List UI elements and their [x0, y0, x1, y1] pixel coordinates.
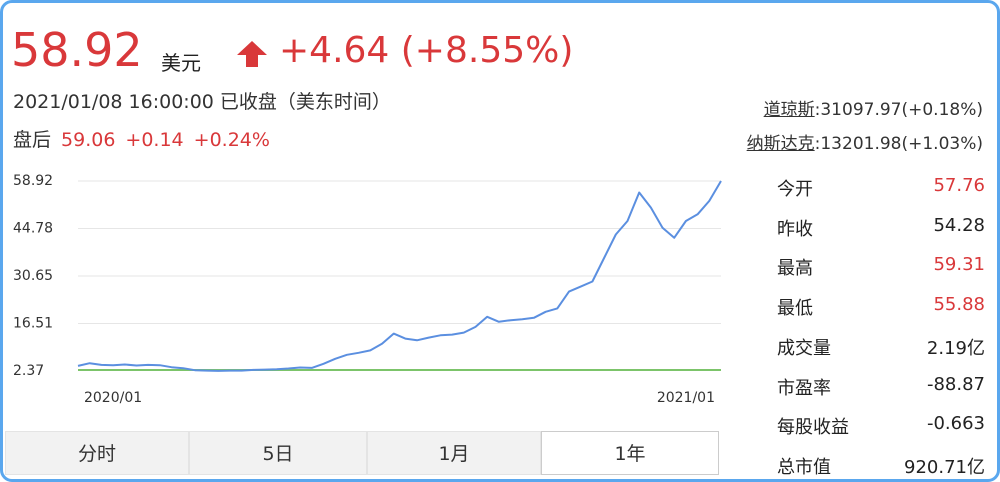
y-tick-label: 2.37 — [13, 363, 44, 379]
stat-value: 54.28 — [933, 214, 985, 236]
price-change: +4.64 (+8.55%) — [279, 30, 574, 71]
range-tab[interactable]: 1月 — [367, 431, 541, 475]
stats-row: 最低 55.88 — [769, 286, 985, 326]
index-value: :31097.97(+0.18%) — [814, 100, 983, 120]
after-hours-percent: +0.24% — [193, 129, 270, 151]
stats-row: 每股收益 -0.663 — [769, 405, 985, 445]
x-tick-label: 2020/01 — [84, 390, 142, 406]
index-quote: 道琼斯:31097.97(+0.18%) — [764, 95, 983, 120]
y-tick-label: 16.51 — [13, 315, 53, 331]
range-tabs: 分时 5日 1月 1年 — [5, 431, 719, 477]
stats-row: 最高 59.31 — [769, 246, 985, 286]
price-chart: 2.37 16.51 30.65 44.78 58.92 2020/01 2021/01 — [13, 173, 722, 406]
timestamp: 2021/01/08 16:00:00 已收盘（美东时间） — [13, 91, 391, 113]
price: 58.92 — [11, 23, 143, 77]
stats-row: 市盈率 -88.87 — [769, 366, 985, 406]
stat-value: -0.663 — [926, 413, 985, 435]
price-line — [77, 180, 722, 372]
y-tick-label: 58.92 — [13, 173, 53, 189]
stat-label: 总市值 — [777, 456, 831, 478]
stats-row: 总市值 920.71亿 — [769, 445, 985, 479]
stats-row: 今开 57.76 — [769, 167, 985, 207]
stat-value: 59.31 — [933, 254, 985, 276]
y-tick-label: 44.78 — [13, 221, 53, 237]
stat-label: 昨收 — [777, 218, 813, 240]
after-hours-price: 59.06 — [61, 129, 116, 151]
index-value: :13201.98(+1.03%) — [814, 134, 983, 154]
after-hours: 盘后 59.06 +0.14 +0.24% — [13, 125, 280, 152]
after-hours-change: +0.14 — [125, 129, 184, 151]
stat-label: 今开 — [777, 179, 813, 200]
currency: 美元 — [161, 51, 201, 75]
stat-value: 2.19亿 — [926, 337, 985, 359]
stat-label: 最低 — [777, 298, 813, 320]
stat-label: 成交量 — [777, 337, 831, 359]
index-name[interactable]: 道琼斯 — [763, 100, 815, 120]
up-arrow — [237, 41, 267, 67]
range-tab[interactable]: 分时 — [5, 431, 189, 475]
after-hours-label: 盘后 — [13, 129, 52, 151]
stat-label: 最高 — [777, 258, 813, 280]
stat-value: -88.87 — [926, 373, 985, 395]
stat-label: 市盈率 — [777, 377, 831, 399]
y-tick-label: 30.65 — [13, 268, 53, 284]
index-quote: 纳斯达克:13201.98(+1.03%) — [747, 129, 983, 154]
range-tab[interactable]: 1年 — [541, 431, 719, 475]
x-tick-label: 2021/01 — [657, 390, 715, 406]
stat-label: 每股收益 — [777, 417, 849, 439]
index-name[interactable]: 纳斯达克 — [746, 134, 815, 154]
stat-value: 920.71亿 — [904, 456, 985, 478]
stat-value: 55.88 — [933, 294, 985, 316]
stats-row: 成交量 2.19亿 — [769, 326, 985, 366]
range-tab[interactable]: 5日 — [189, 431, 367, 475]
stats-row: 昨收 54.28 — [769, 207, 985, 247]
stat-value: 57.76 — [933, 175, 985, 196]
